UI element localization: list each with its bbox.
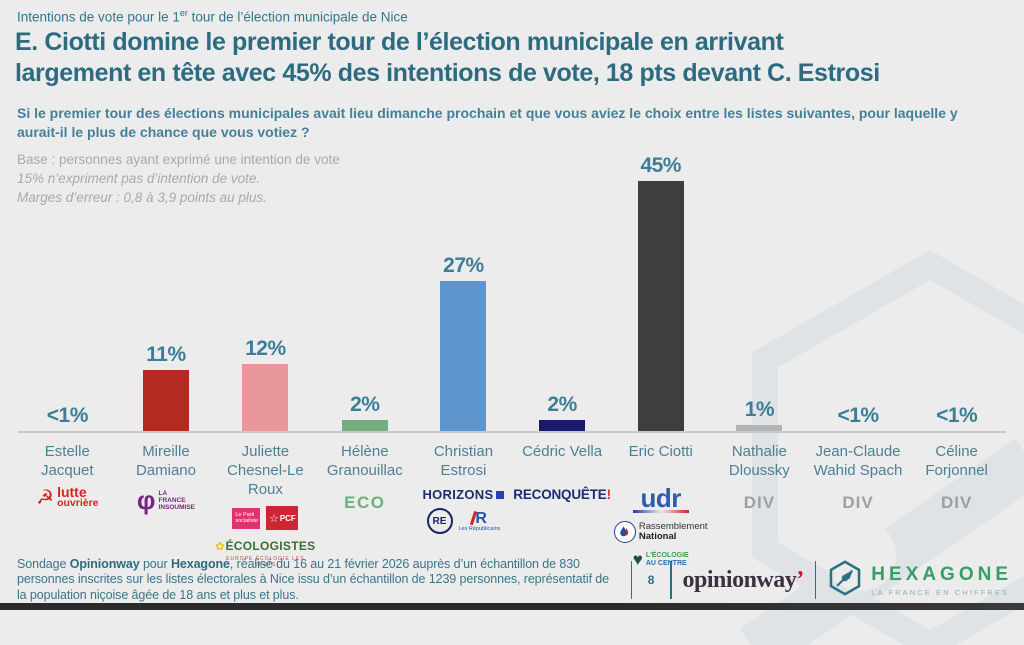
value-label: 12% <box>245 337 286 360</box>
party-logo-france-insoumise: φ LA FRANCE INSOUMISE <box>136 485 195 515</box>
party-label-eco: ECO <box>344 493 386 512</box>
bar <box>142 370 189 431</box>
value-label: 2% <box>350 393 380 416</box>
party-label-div: DIV <box>842 493 874 512</box>
red-apostrophe: ’ <box>796 566 804 593</box>
kicker: Intentions de vote pour le 1er tour de l… <box>17 8 408 25</box>
divider <box>670 561 672 599</box>
candidate-name: Jean-Claude Wahid Spach <box>813 443 903 479</box>
party-label-div: DIV <box>743 493 776 512</box>
candidate-name: Estelle Jacquet <box>41 443 94 479</box>
divider <box>630 561 633 599</box>
candidate-column-vella: 2% Cédric Vella RECONQUÊTE! <box>513 149 612 570</box>
base-line-3: Marges d’erreur : 0,8 à 3,9 points au pl… <box>17 190 267 205</box>
candidate-name: Mireille Damiano <box>135 443 196 479</box>
candidate-column-damiano: 11% Mireille Damiano φ LA FRANCE INSOUMISE <box>117 149 216 570</box>
sunflower-icon: ✿ <box>215 541 225 553</box>
party-logo-parti-socialiste: Le Parti socialiste <box>232 507 261 529</box>
bar <box>539 420 586 431</box>
value-label: <1% <box>46 404 89 427</box>
survey-question: Si le premier tour des élections municip… <box>17 105 958 140</box>
candidate-column-dloussky: 1% Nathalie Dloussky DIV <box>710 149 809 570</box>
candidate-column-ciotti: 45% Eric Ciotti udr <box>611 149 710 570</box>
base-note: Base : personnes ayant exprimé une inten… <box>17 150 340 207</box>
tricolor-underline <box>632 510 689 513</box>
party-label-div: DIV <box>940 493 973 512</box>
candidate-name: Cédric Vella <box>522 443 603 460</box>
party-logo-les-republicains: R Les Républicains <box>458 509 501 532</box>
party-logo-udr: udr <box>640 483 682 513</box>
candidate-name: Eric Ciotti <box>628 443 693 460</box>
candidate-name: Nathalie Dloussky <box>728 443 790 479</box>
candidate-name: Juliette Chesnel-Le Roux <box>227 443 304 498</box>
party-logo-lutte-ouvriere: ☭ lutte ouvrière <box>36 484 99 509</box>
candidate-column-jacquet: <1% Estelle Jacquet ☭ lutte ouvrière <box>18 149 117 570</box>
value-label: <1% <box>837 404 879 427</box>
base-line-1: Base : personnes ayant exprimé une inten… <box>17 152 340 167</box>
bar-chart: <1% Estelle Jacquet ☭ lutte ouvrière 11% … <box>18 149 1006 570</box>
party-logo-ecologie-au-centre: ♥ L'ÉCOLOGIE AU CENTRE <box>632 550 689 569</box>
value-label: 45% <box>640 154 681 177</box>
source-text: Sondage Opinionway pour Hexagone, réalis… <box>17 556 610 602</box>
square-icon <box>496 490 505 499</box>
title-line-1: E. Ciotti domine le premier tour de l’él… <box>15 28 784 56</box>
candidate-column-granouillac: 2% Hélène Granouillac ECO <box>315 149 414 570</box>
page-number: 8 <box>647 573 655 587</box>
party-logo-reconquete: RECONQUÊTE! <box>513 487 611 502</box>
bottom-bar <box>0 603 1024 610</box>
base-line-2: 15% n’expriment pas d’intention de vote. <box>17 171 261 186</box>
star-icon: ☆ <box>268 512 279 525</box>
candidate-column-estrosi: 27% Christian Estrosi HORIZONS RE R Les … <box>414 149 513 570</box>
party-logo-pcf: ☆ PCF <box>266 506 299 530</box>
opinionway-logo: opinionway’ <box>682 566 805 593</box>
bar <box>637 181 684 431</box>
footer: Sondage Opinionway pour Hexagone, réalis… <box>0 557 1024 603</box>
value-label: 2% <box>547 393 577 416</box>
value-label: <1% <box>936 404 978 427</box>
bar <box>440 281 487 431</box>
bar <box>736 425 783 431</box>
candidate-name: Céline Forjonnel <box>925 443 988 479</box>
flame-icon <box>613 521 636 543</box>
hammer-sickle-icon: ☭ <box>36 487 55 509</box>
heart-earth-icon: ♥ <box>632 550 643 569</box>
value-label: 11% <box>146 343 186 366</box>
ordinal-sup: er <box>179 8 188 18</box>
title-line-2: largement en tête avec 45% des intention… <box>15 59 880 87</box>
candidate-column-wahid-spach: <1% Jean-Claude Wahid Spach DIV <box>809 149 908 570</box>
candidate-column-chesnel-le-roux: 12% Juliette Chesnel-Le Roux Le Parti soc… <box>215 149 315 570</box>
phi-icon: φ <box>136 485 156 515</box>
hexagone-logo: HEXAGONE LA FRANCE EN CHIFFRES <box>827 559 1012 601</box>
candidate-name: Christian Estrosi <box>433 443 494 479</box>
party-logo-rassemblement-national: Rassemblement National <box>613 521 708 543</box>
candidate-name: Hélène Granouillac <box>326 443 403 479</box>
party-logo-horizons: HORIZONS <box>422 487 505 502</box>
candidate-column-forjonnel: <1% Céline Forjonnel DIV <box>907 149 1006 570</box>
value-label: 27% <box>443 254 484 277</box>
page-title: E. Ciotti domine le premier tour de l’él… <box>15 27 880 89</box>
party-logo-renaissance: RE <box>426 508 453 534</box>
bar <box>242 364 289 431</box>
bar <box>341 420 388 431</box>
party-logo-ecologistes: ✿ÉCOLOGISTES EUROPE ÉCOLOGIE LES VERTS <box>215 539 316 568</box>
divider <box>814 561 817 599</box>
hexagon-pen-icon <box>827 559 863 601</box>
chart-baseline <box>18 431 1006 433</box>
value-label: 1% <box>744 398 775 421</box>
